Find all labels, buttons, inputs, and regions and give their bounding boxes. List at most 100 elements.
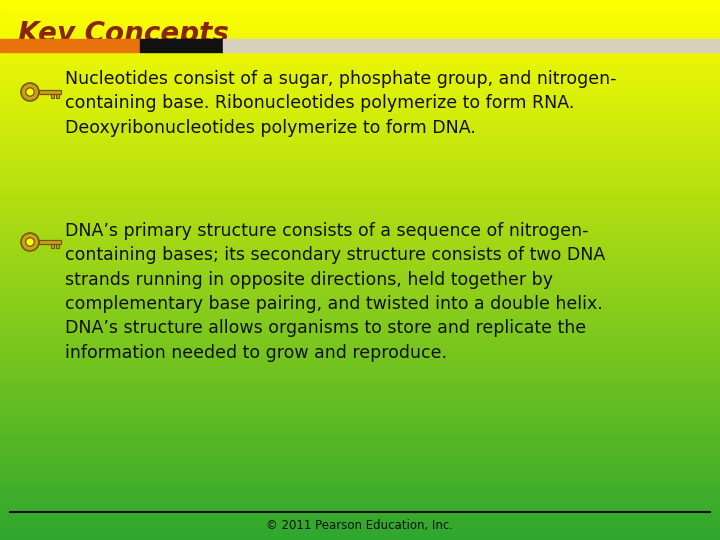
Bar bbox=[0, 457, 720, 459]
Bar bbox=[0, 167, 720, 169]
Bar bbox=[0, 270, 720, 272]
Bar bbox=[0, 128, 720, 130]
Bar bbox=[0, 74, 720, 76]
Bar bbox=[0, 22, 720, 23]
Bar bbox=[0, 506, 720, 508]
Bar bbox=[0, 295, 720, 297]
Bar bbox=[0, 412, 720, 414]
Bar bbox=[0, 5, 720, 7]
Bar bbox=[0, 194, 720, 196]
Bar bbox=[0, 421, 720, 423]
Bar bbox=[0, 274, 720, 275]
Bar bbox=[0, 27, 720, 29]
Bar bbox=[0, 396, 720, 398]
Bar bbox=[0, 112, 720, 113]
Bar bbox=[0, 279, 720, 281]
Bar bbox=[0, 417, 720, 420]
Bar bbox=[0, 169, 720, 171]
Bar bbox=[0, 401, 720, 403]
Bar bbox=[0, 204, 720, 205]
Bar bbox=[0, 455, 720, 457]
Bar bbox=[0, 160, 720, 162]
Bar bbox=[0, 187, 720, 189]
Bar bbox=[0, 292, 720, 293]
Bar bbox=[0, 281, 720, 282]
Bar bbox=[0, 486, 720, 488]
Bar bbox=[0, 36, 720, 38]
Bar bbox=[0, 369, 720, 371]
Bar bbox=[0, 171, 720, 173]
Bar bbox=[0, 493, 720, 495]
Bar bbox=[0, 211, 720, 212]
Bar bbox=[0, 497, 720, 498]
Bar bbox=[0, 52, 720, 54]
Text: © 2011 Pearson Education, Inc.: © 2011 Pearson Education, Inc. bbox=[266, 519, 454, 532]
Bar bbox=[0, 39, 720, 42]
Bar bbox=[0, 247, 720, 248]
Bar bbox=[0, 474, 720, 475]
Bar bbox=[0, 34, 720, 36]
Bar bbox=[0, 420, 720, 421]
Bar bbox=[0, 69, 720, 70]
Bar bbox=[0, 207, 720, 209]
Bar bbox=[0, 76, 720, 77]
Bar bbox=[0, 356, 720, 358]
Bar bbox=[0, 12, 720, 15]
Bar bbox=[0, 529, 720, 531]
Bar bbox=[0, 250, 720, 252]
Bar bbox=[0, 252, 720, 254]
Bar bbox=[0, 528, 720, 529]
Bar bbox=[0, 520, 720, 522]
Bar bbox=[0, 326, 720, 328]
Bar bbox=[0, 198, 720, 200]
Bar bbox=[0, 232, 720, 234]
Bar bbox=[0, 16, 720, 18]
Bar bbox=[0, 360, 720, 362]
Bar bbox=[0, 390, 720, 393]
Bar bbox=[0, 142, 720, 144]
Bar bbox=[0, 218, 720, 220]
Bar bbox=[0, 302, 720, 304]
Bar bbox=[0, 358, 720, 360]
Bar bbox=[0, 180, 720, 182]
Bar bbox=[0, 58, 720, 59]
Bar bbox=[0, 475, 720, 477]
Bar bbox=[0, 47, 720, 49]
Bar bbox=[0, 43, 720, 45]
Bar bbox=[0, 135, 720, 137]
Bar bbox=[0, 436, 720, 437]
Bar bbox=[0, 97, 720, 99]
Text: Key Concepts: Key Concepts bbox=[18, 20, 229, 48]
Bar bbox=[0, 144, 720, 146]
Bar bbox=[0, 367, 720, 369]
Bar bbox=[0, 371, 720, 373]
Bar bbox=[0, 70, 720, 72]
Bar bbox=[0, 320, 720, 322]
Bar bbox=[0, 18, 720, 20]
Bar bbox=[0, 374, 720, 376]
Bar bbox=[0, 259, 720, 261]
Bar bbox=[0, 140, 720, 142]
Bar bbox=[0, 479, 720, 481]
Bar bbox=[0, 317, 720, 319]
Bar bbox=[0, 301, 720, 302]
Bar bbox=[0, 484, 720, 486]
Bar bbox=[0, 42, 720, 43]
Bar bbox=[0, 525, 720, 528]
Bar bbox=[0, 463, 720, 464]
Bar bbox=[0, 329, 720, 331]
Bar bbox=[0, 428, 720, 430]
Bar bbox=[0, 173, 720, 174]
Bar bbox=[0, 376, 720, 378]
Bar bbox=[0, 189, 720, 191]
Bar bbox=[0, 502, 720, 504]
Bar bbox=[55, 94, 60, 98]
Bar bbox=[0, 101, 720, 103]
Bar bbox=[0, 498, 720, 501]
Bar bbox=[0, 261, 720, 263]
Bar bbox=[0, 405, 720, 407]
Bar bbox=[0, 238, 720, 239]
Bar bbox=[0, 56, 720, 58]
Bar bbox=[0, 31, 720, 32]
Bar bbox=[0, 15, 720, 16]
